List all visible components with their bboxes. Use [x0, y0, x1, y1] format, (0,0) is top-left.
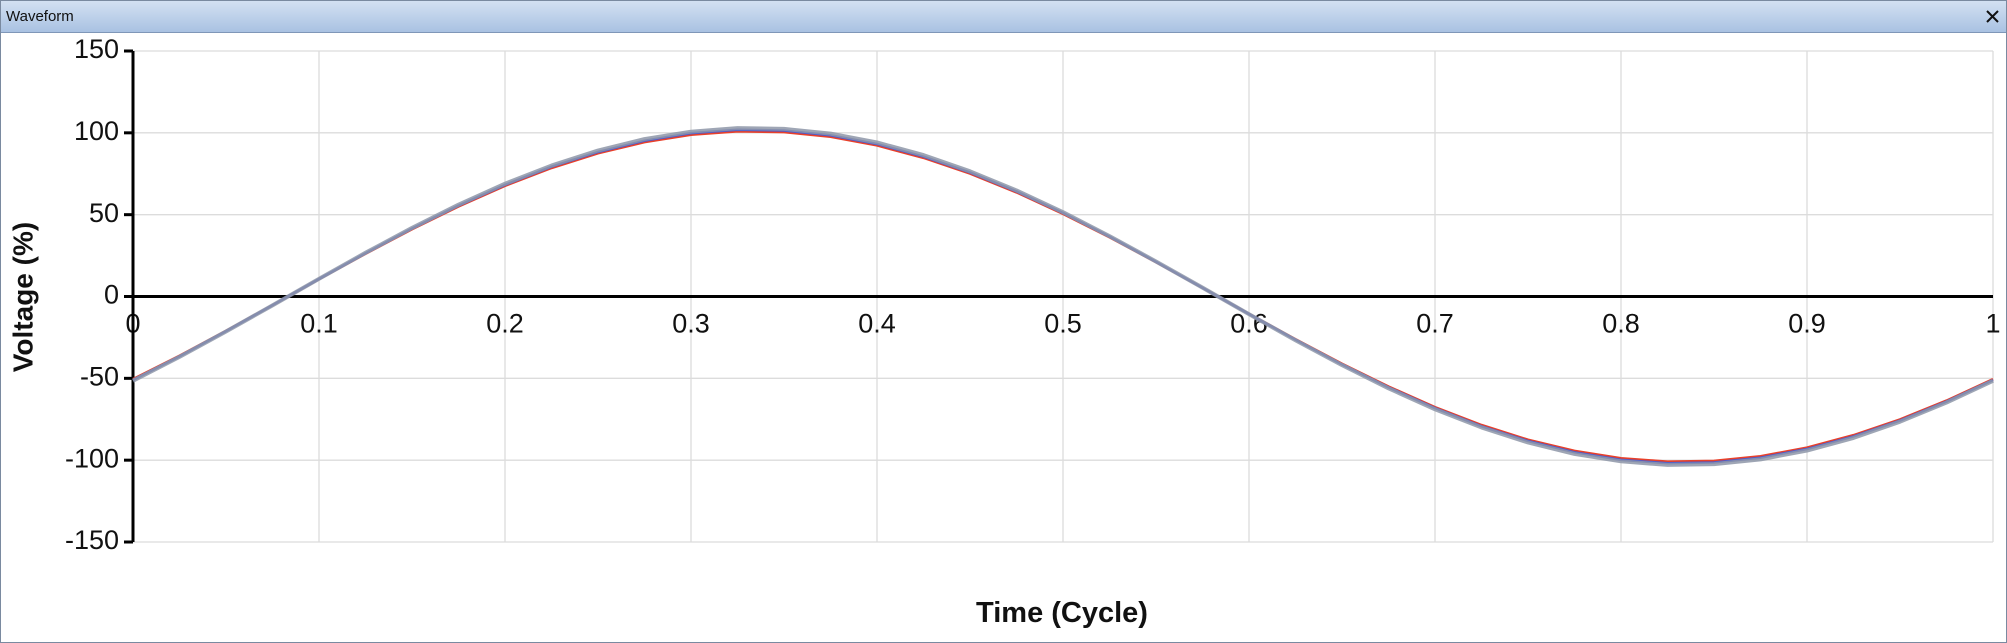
y-tick-label: 50: [89, 198, 119, 228]
y-axis-title: Voltage (%): [7, 222, 38, 372]
x-tick-label: 0.4: [858, 309, 896, 339]
window-title: Waveform: [6, 8, 74, 25]
y-tick-label: 0: [104, 280, 119, 310]
chart: Time (Cycle) Voltage (%) 0 0.1 0.2 0.3 0.4 0.…: [7, 34, 2000, 629]
y-tick-label: -150: [65, 525, 119, 555]
y-tick-label: 100: [74, 116, 119, 146]
x-tick-label: 0.2: [486, 309, 524, 339]
y-tick-label: -50: [80, 361, 119, 391]
close-button[interactable]: [1985, 9, 2000, 24]
y-tick-label: 150: [74, 34, 119, 64]
x-tick-label: 0.3: [672, 309, 710, 339]
x-tick-label: 0.7: [1416, 309, 1454, 339]
x-axis-title: Time (Cycle): [976, 597, 1148, 629]
x-tick-label: 0.5: [1044, 309, 1082, 339]
series-line: [132, 126, 1994, 467]
y-tick-label: -100: [65, 443, 119, 473]
x-tick-label: 0.9: [1788, 309, 1826, 339]
x-tick-label: 1: [1985, 309, 2000, 339]
x-tick-label: 0.8: [1602, 309, 1640, 339]
x-tick-label: 0.1: [300, 309, 338, 339]
title-bar: Waveform: [1, 1, 2006, 33]
